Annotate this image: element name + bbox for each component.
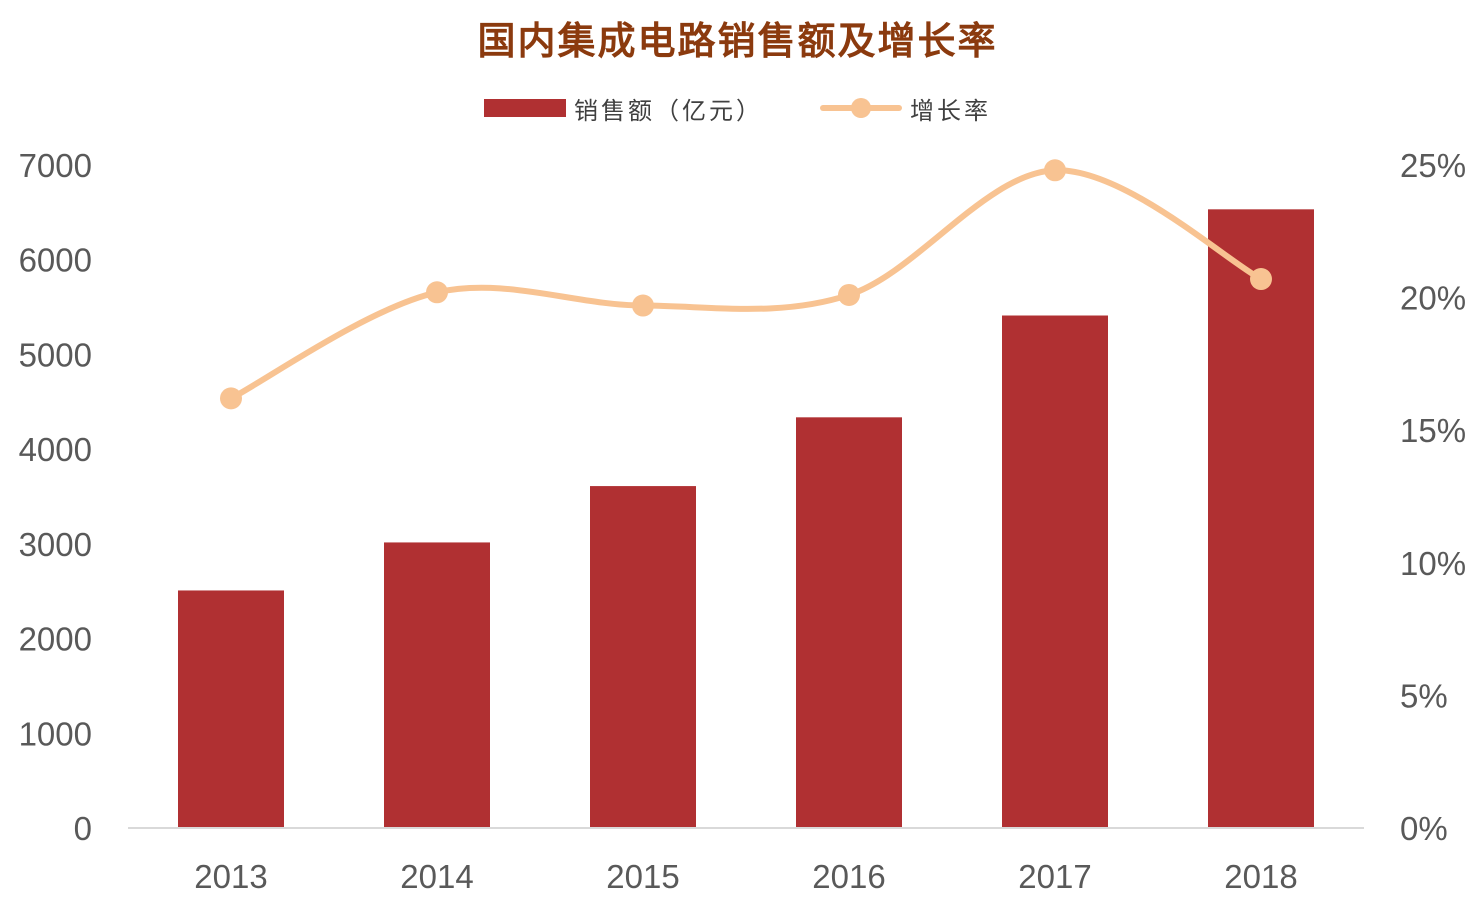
bar-2014	[384, 542, 490, 828]
growth-point-2014	[426, 281, 448, 304]
growth-point-2015	[632, 294, 654, 317]
chart-title: 国内集成电路销售额及增长率	[477, 18, 998, 63]
growth-line	[228, 167, 1264, 402]
legend-swatch-sales	[484, 99, 566, 117]
right-axis-tick-label: 10%	[1400, 545, 1466, 582]
left-axis-tick-label: 3000	[19, 526, 92, 563]
right-axis-tick-label: 5%	[1400, 677, 1448, 714]
left-axis-tick-label: 6000	[19, 242, 92, 279]
x-axis-tick-label: 2017	[1018, 858, 1091, 895]
legend-swatch-growth	[820, 98, 902, 118]
legend-label-sales: 销售额（亿元）	[574, 96, 763, 125]
growth-point-2017	[1044, 159, 1066, 182]
bar-2017	[1002, 315, 1108, 829]
bar-2018	[1208, 209, 1314, 828]
sales-bars	[178, 209, 1314, 829]
legend-item-growth: 增长率	[820, 88, 991, 128]
right-axis-tick-label: 0%	[1400, 810, 1448, 847]
left-axis-tick-label: 0	[74, 810, 92, 847]
x-axis-tick-label: 2016	[812, 858, 885, 895]
x-axis-ticks: 2013 2014 2015 2016 2017 2018	[194, 858, 1297, 895]
growth-point-2016	[838, 283, 860, 306]
legend-label-growth: 增长率	[910, 96, 991, 125]
left-axis-tick-label: 2000	[19, 621, 92, 658]
bar-2016	[796, 417, 902, 828]
left-axis-tick-label: 7000	[19, 147, 92, 184]
right-axis-tick-label: 25%	[1400, 147, 1466, 184]
x-axis-tick-label: 2013	[194, 858, 267, 895]
left-axis-tick-label: 1000	[19, 715, 92, 752]
growth-point-2018	[1250, 268, 1272, 291]
growth-point-2013	[220, 387, 242, 410]
x-axis-tick-label: 2015	[606, 858, 679, 895]
growth-line-layer	[220, 159, 1272, 410]
left-axis-ticks: 0 1000 2000 3000 4000 5000 6000 7000	[19, 147, 92, 847]
right-axis-ticks: 0% 5% 10% 15% 20% 25%	[1400, 147, 1466, 847]
x-axis-tick-label: 2018	[1224, 858, 1297, 895]
legend: 销售额（亿元） 增长率	[0, 88, 1475, 128]
bar-2015	[590, 486, 696, 828]
legend-item-sales: 销售额（亿元）	[484, 88, 763, 128]
bar-2013	[178, 590, 284, 828]
left-axis-tick-label: 4000	[19, 431, 92, 468]
left-axis-tick-label: 5000	[19, 336, 92, 373]
right-axis-tick-label: 15%	[1400, 412, 1466, 449]
right-axis-tick-label: 20%	[1400, 280, 1466, 317]
x-axis-tick-label: 2014	[400, 858, 473, 895]
